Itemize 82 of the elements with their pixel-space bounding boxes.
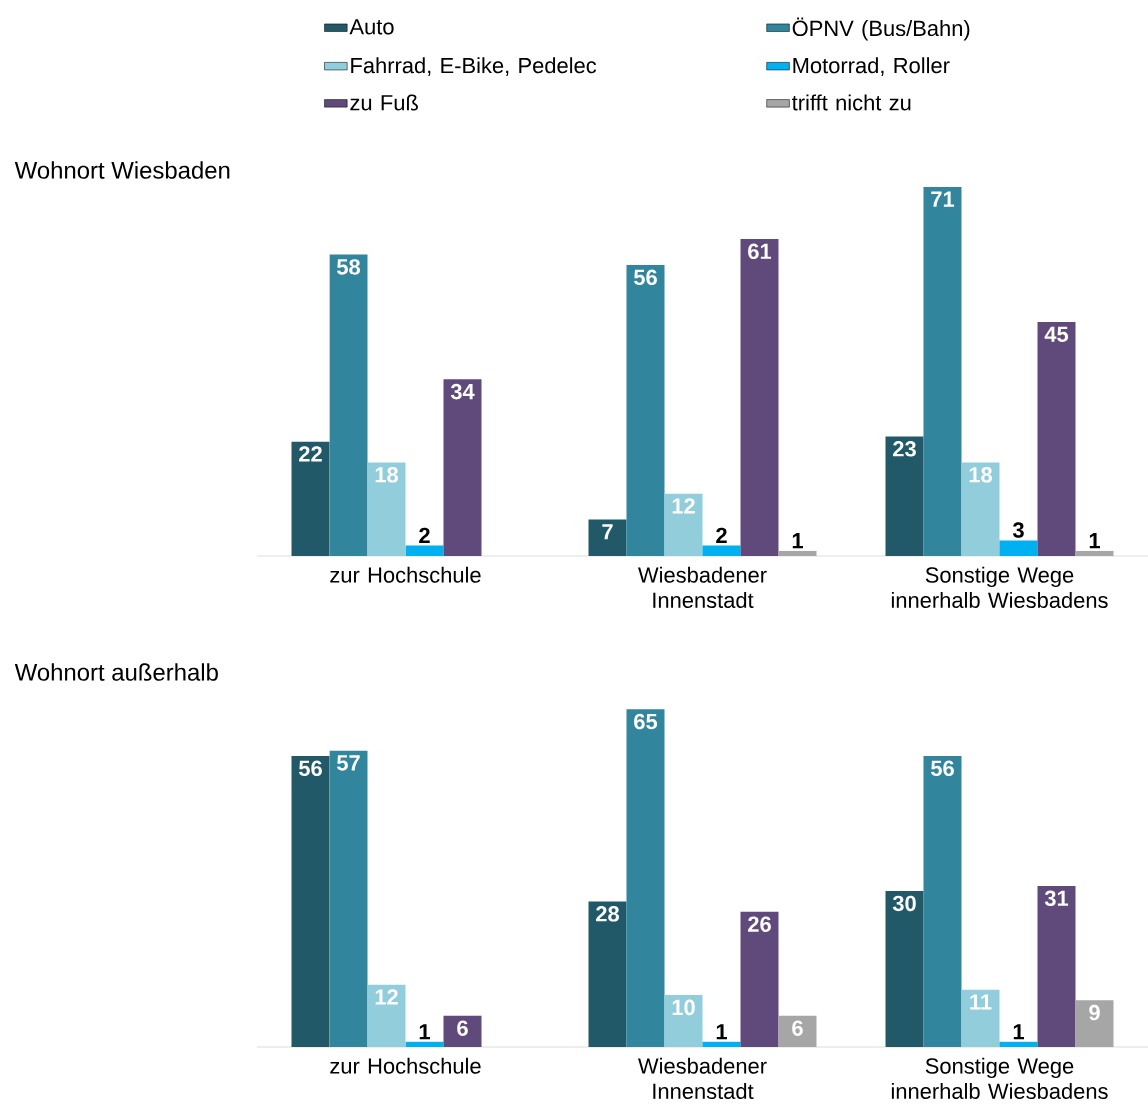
legend-label: ÖPNV (Bus/Bahn): [792, 17, 970, 41]
bar: [923, 186, 962, 556]
data-label: 45: [1044, 326, 1069, 342]
bar: [702, 545, 741, 556]
bar: [367, 462, 406, 556]
data-label: 58: [336, 259, 361, 275]
bar: [1075, 550, 1114, 556]
bar: [664, 995, 703, 1047]
bar: [626, 264, 665, 556]
data-label: 1: [1089, 533, 1100, 549]
data-label: 18: [375, 467, 399, 483]
data-label: 9: [1089, 1004, 1100, 1021]
data-label: 28: [596, 906, 620, 922]
x-tick-label: Sonstige Wege innerhalb Wiesbadens: [891, 566, 1108, 609]
bar: [778, 1015, 817, 1047]
bar: [291, 441, 330, 556]
data-label: 71: [931, 191, 955, 207]
legend-label: Auto: [349, 19, 394, 35]
x-tick-label: Sonstige Wege innerhalb Wiesbadens: [891, 1057, 1108, 1100]
data-label: 56: [298, 760, 322, 777]
bar: [778, 550, 817, 556]
legend-label: trifft nicht zu: [791, 94, 911, 111]
x-tick-label: Wiesbadener Innenstadt: [638, 1057, 767, 1100]
bar: [885, 891, 924, 1047]
data-label: 18: [969, 467, 993, 483]
bar: [1075, 1000, 1114, 1047]
bar: [1037, 885, 1076, 1047]
bar: [329, 254, 368, 556]
chart-title: Wohnort Wiesbaden: [14, 161, 230, 179]
data-label: 26: [748, 916, 771, 932]
bar: [329, 750, 368, 1047]
bar: [923, 755, 962, 1047]
legend-label: zu Fuß: [350, 94, 418, 111]
data-label: 1: [792, 533, 803, 549]
bar: [367, 984, 406, 1047]
data-label: 1: [419, 1024, 430, 1040]
x-tick-label: zur Hochschule: [330, 566, 481, 583]
data-label: 6: [457, 1020, 468, 1036]
bar: [443, 379, 482, 556]
data-label: 34: [450, 383, 475, 400]
bar: [291, 755, 330, 1047]
data-label: 10: [672, 999, 695, 1016]
legend-label: Fahrrad, E-Bike, Pedelec: [351, 57, 597, 76]
bar: [885, 436, 924, 556]
x-tick-label: Wiesbadener Innenstadt: [638, 566, 767, 609]
data-label: 1: [1013, 1024, 1024, 1040]
legend-label: Motorrad, Roller: [793, 57, 950, 76]
data-label: 2: [716, 527, 727, 544]
data-label: 57: [336, 755, 360, 771]
data-label: 65: [634, 713, 658, 730]
data-label: 56: [930, 760, 954, 777]
data-label: 22: [299, 446, 322, 462]
bar: [443, 1015, 482, 1047]
data-label: 7: [602, 524, 613, 540]
data-label: 30: [892, 895, 916, 912]
data-label: 61: [748, 243, 772, 260]
data-label: 6: [792, 1020, 803, 1036]
bar: [664, 493, 703, 556]
chart-title: Wohnort außerhalb: [14, 663, 218, 681]
bar: [740, 911, 779, 1047]
bar: [588, 519, 627, 556]
bar: [999, 540, 1038, 556]
bar: [405, 545, 444, 556]
data-label: 2: [419, 527, 430, 544]
data-label: 31: [1044, 890, 1069, 907]
data-label: 12: [375, 989, 398, 1005]
data-label: 3: [1012, 522, 1024, 538]
data-label: 12: [672, 498, 695, 514]
x-tick-label: zur Hochschule: [330, 1057, 481, 1074]
bar: [1037, 322, 1076, 556]
data-label: 23: [893, 441, 916, 457]
bar: [999, 1041, 1038, 1047]
bar: [702, 1041, 741, 1047]
bar: [961, 462, 1000, 556]
data-label: 11: [970, 994, 992, 1010]
bar: [961, 989, 1000, 1047]
bar: [588, 901, 627, 1047]
data-label: 56: [633, 269, 657, 286]
bar: [626, 709, 665, 1047]
bar: [405, 1041, 444, 1047]
data-label: 1: [716, 1024, 727, 1040]
bar: [740, 238, 779, 556]
